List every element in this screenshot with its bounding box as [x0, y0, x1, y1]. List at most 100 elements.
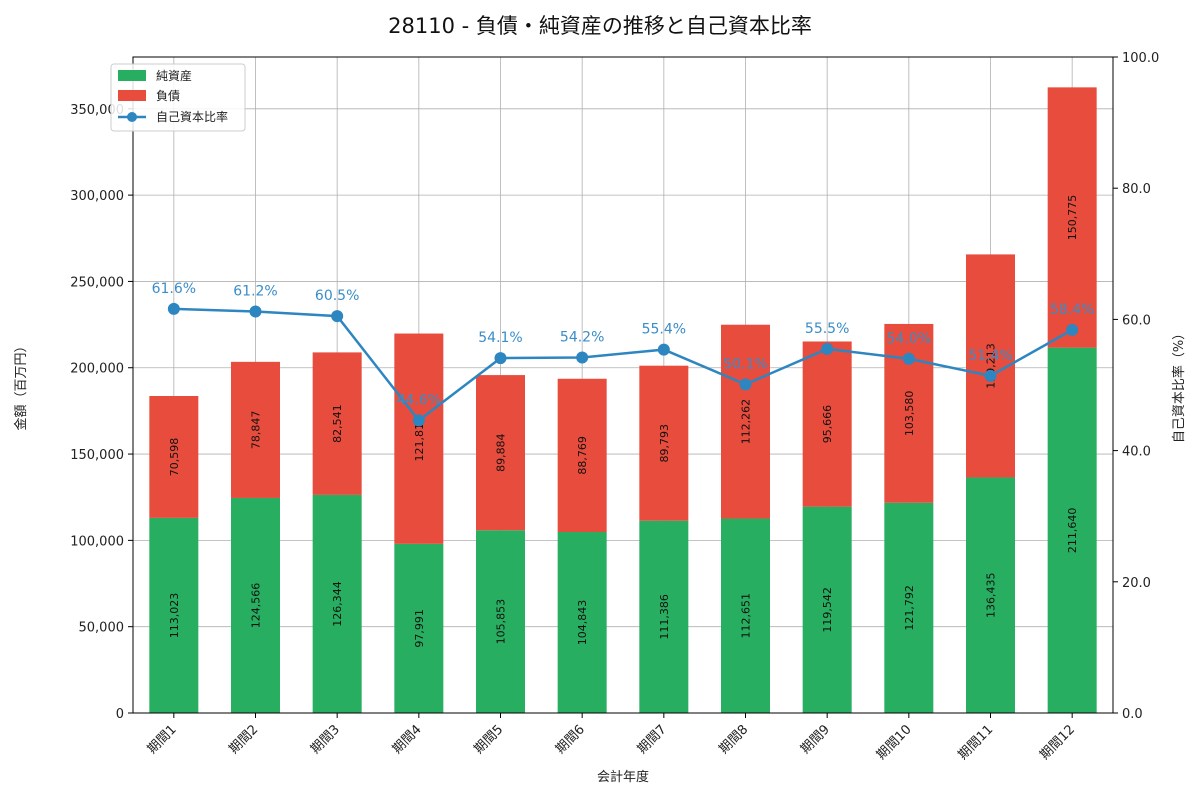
ratio-value-label: 61.2%: [233, 284, 277, 300]
y2-tick-label: 60.0: [1122, 313, 1151, 328]
equity-value-label: 97,991: [413, 609, 426, 648]
equity-bar: [557, 532, 607, 713]
equity-value-label: 111,386: [658, 594, 671, 640]
bar-labels-layer: 113,023 70,598 124,566 78,847 126,344 82,541 9…: [168, 195, 1079, 648]
y2-tick-label: 100.0: [1122, 51, 1159, 66]
x-tick-label: 期間12: [1037, 722, 1078, 763]
equity-value-label: 104,843: [576, 600, 589, 646]
equity-value-label: 136,435: [985, 572, 998, 618]
ratio-line: [173, 307, 1073, 423]
y-tick-label: 200,000: [70, 362, 124, 377]
x-tick-label: 期間6: [553, 722, 588, 757]
ratio-point: [1066, 323, 1079, 336]
ratio-point: [902, 352, 915, 365]
equity-bar: [1047, 347, 1097, 713]
ratio-point: [821, 342, 834, 355]
equity-value-label: 119,542: [821, 587, 834, 633]
y2-tick-label: 0.0: [1122, 707, 1143, 722]
liabilities-bar: [149, 396, 199, 518]
ratio-point: [167, 302, 180, 315]
ratio-point: [657, 343, 670, 356]
legend-swatch-liabilities: [118, 90, 146, 101]
equity-value-label: 124,566: [250, 583, 263, 629]
ratio-value-label: 54.1%: [478, 330, 522, 346]
legend-swatch-equity: [118, 70, 146, 81]
ratio-point: [494, 352, 507, 365]
legend-label-equity: 純資産: [156, 68, 192, 83]
ratio-point: [739, 378, 752, 391]
liabilities-value-label: 89,884: [495, 433, 508, 472]
liabilities-value-label: 70,598: [168, 438, 181, 477]
ratio-value-label: 58.4%: [1050, 302, 1094, 318]
bars-layer: [149, 87, 1097, 713]
equity-bar: [394, 543, 444, 713]
equity-value-label: 105,853: [495, 599, 508, 645]
legend-label-ratio: 自己資本比率: [156, 109, 228, 124]
legend-label-liabilities: 負債: [156, 88, 180, 103]
liabilities-bar: [312, 352, 362, 495]
y2-tick-label: 80.0: [1122, 182, 1151, 197]
liabilities-bar: [231, 361, 280, 498]
ratio-value-label: 44.6%: [397, 392, 441, 408]
ratio-value-label: 61.6%: [152, 281, 196, 297]
liabilities-value-label: 103,580: [903, 391, 916, 437]
liabilities-bar: [1047, 87, 1097, 348]
liabilities-value-label: 121,817: [413, 416, 426, 462]
ratio-line-layer: 61.6% 61.2% 60.5% 44.6% 54.1% 54.2% 55.4% 50.1%…: [152, 281, 1094, 427]
equity-bar: [231, 497, 280, 713]
plot-frame: [132, 56, 1114, 714]
equity-bar: [149, 517, 199, 713]
ratio-point: [249, 305, 262, 318]
legend-swatch-ratio-marker: [127, 112, 137, 122]
liabilities-value-label: 78,847: [250, 411, 263, 450]
liabilities-bar: [557, 378, 607, 533]
ratio-point: [576, 351, 589, 364]
equity-bar: [639, 520, 689, 713]
y2-tick-label: 40.0: [1122, 445, 1151, 460]
equity-bar: [966, 477, 1015, 713]
x-tick-label: 期間3: [308, 722, 343, 757]
ratio-value-label: 55.4%: [642, 322, 686, 338]
equity-value-label: 211,640: [1066, 508, 1079, 554]
chart-title: 28110 - 負債・純資産の推移と自己資本比率: [388, 14, 812, 38]
y-tick-label: 100,000: [70, 534, 124, 549]
x-tick-label: 期間11: [956, 722, 997, 763]
equity-bar: [312, 494, 362, 713]
x-tick-label: 期間4: [390, 722, 425, 757]
equity-bar: [721, 518, 770, 713]
equity-value-label: 126,344: [331, 581, 344, 627]
liabilities-value-label: 112,262: [740, 399, 753, 445]
ratio-point: [331, 310, 344, 323]
liabilities-value-label: 82,541: [331, 404, 344, 443]
liabilities-value-label: 150,775: [1066, 195, 1079, 241]
x-tick-label: 期間2: [226, 722, 261, 757]
equity-value-label: 112,651: [740, 593, 753, 639]
y-tick-label: 50,000: [79, 621, 125, 636]
x-tick-label: 期間9: [798, 722, 833, 757]
equity-bar: [884, 502, 934, 713]
y2-axis-title: 自己資本比率（%）: [1171, 327, 1187, 443]
ratio-point: [984, 369, 997, 382]
equity-value-label: 113,023: [168, 593, 181, 639]
liabilities-bar: [639, 365, 689, 521]
ratio-value-label: 60.5%: [315, 288, 359, 304]
ratio-value-label: 54.2%: [560, 329, 604, 345]
x-tick-label: 期間1: [145, 722, 180, 757]
liabilities-value-label: 95,666: [821, 405, 834, 444]
ratio-value-label: 54.0%: [887, 331, 931, 347]
equity-value-label: 121,792: [903, 585, 916, 631]
y-axis-title: 金額（百万円）: [13, 339, 29, 430]
liabilities-bar: [476, 375, 525, 531]
x-axis-title: 会計年度: [597, 769, 649, 785]
x-tick-label: 期間10: [874, 722, 915, 763]
liabilities-bar: [802, 341, 852, 507]
ratio-point: [412, 414, 425, 427]
x-tick-label: 期間5: [471, 722, 506, 757]
liabilities-bar: [394, 333, 444, 544]
equity-bar: [802, 506, 852, 713]
y-tick-label: 0: [116, 707, 124, 722]
y-tick-label: 300,000: [70, 189, 124, 204]
